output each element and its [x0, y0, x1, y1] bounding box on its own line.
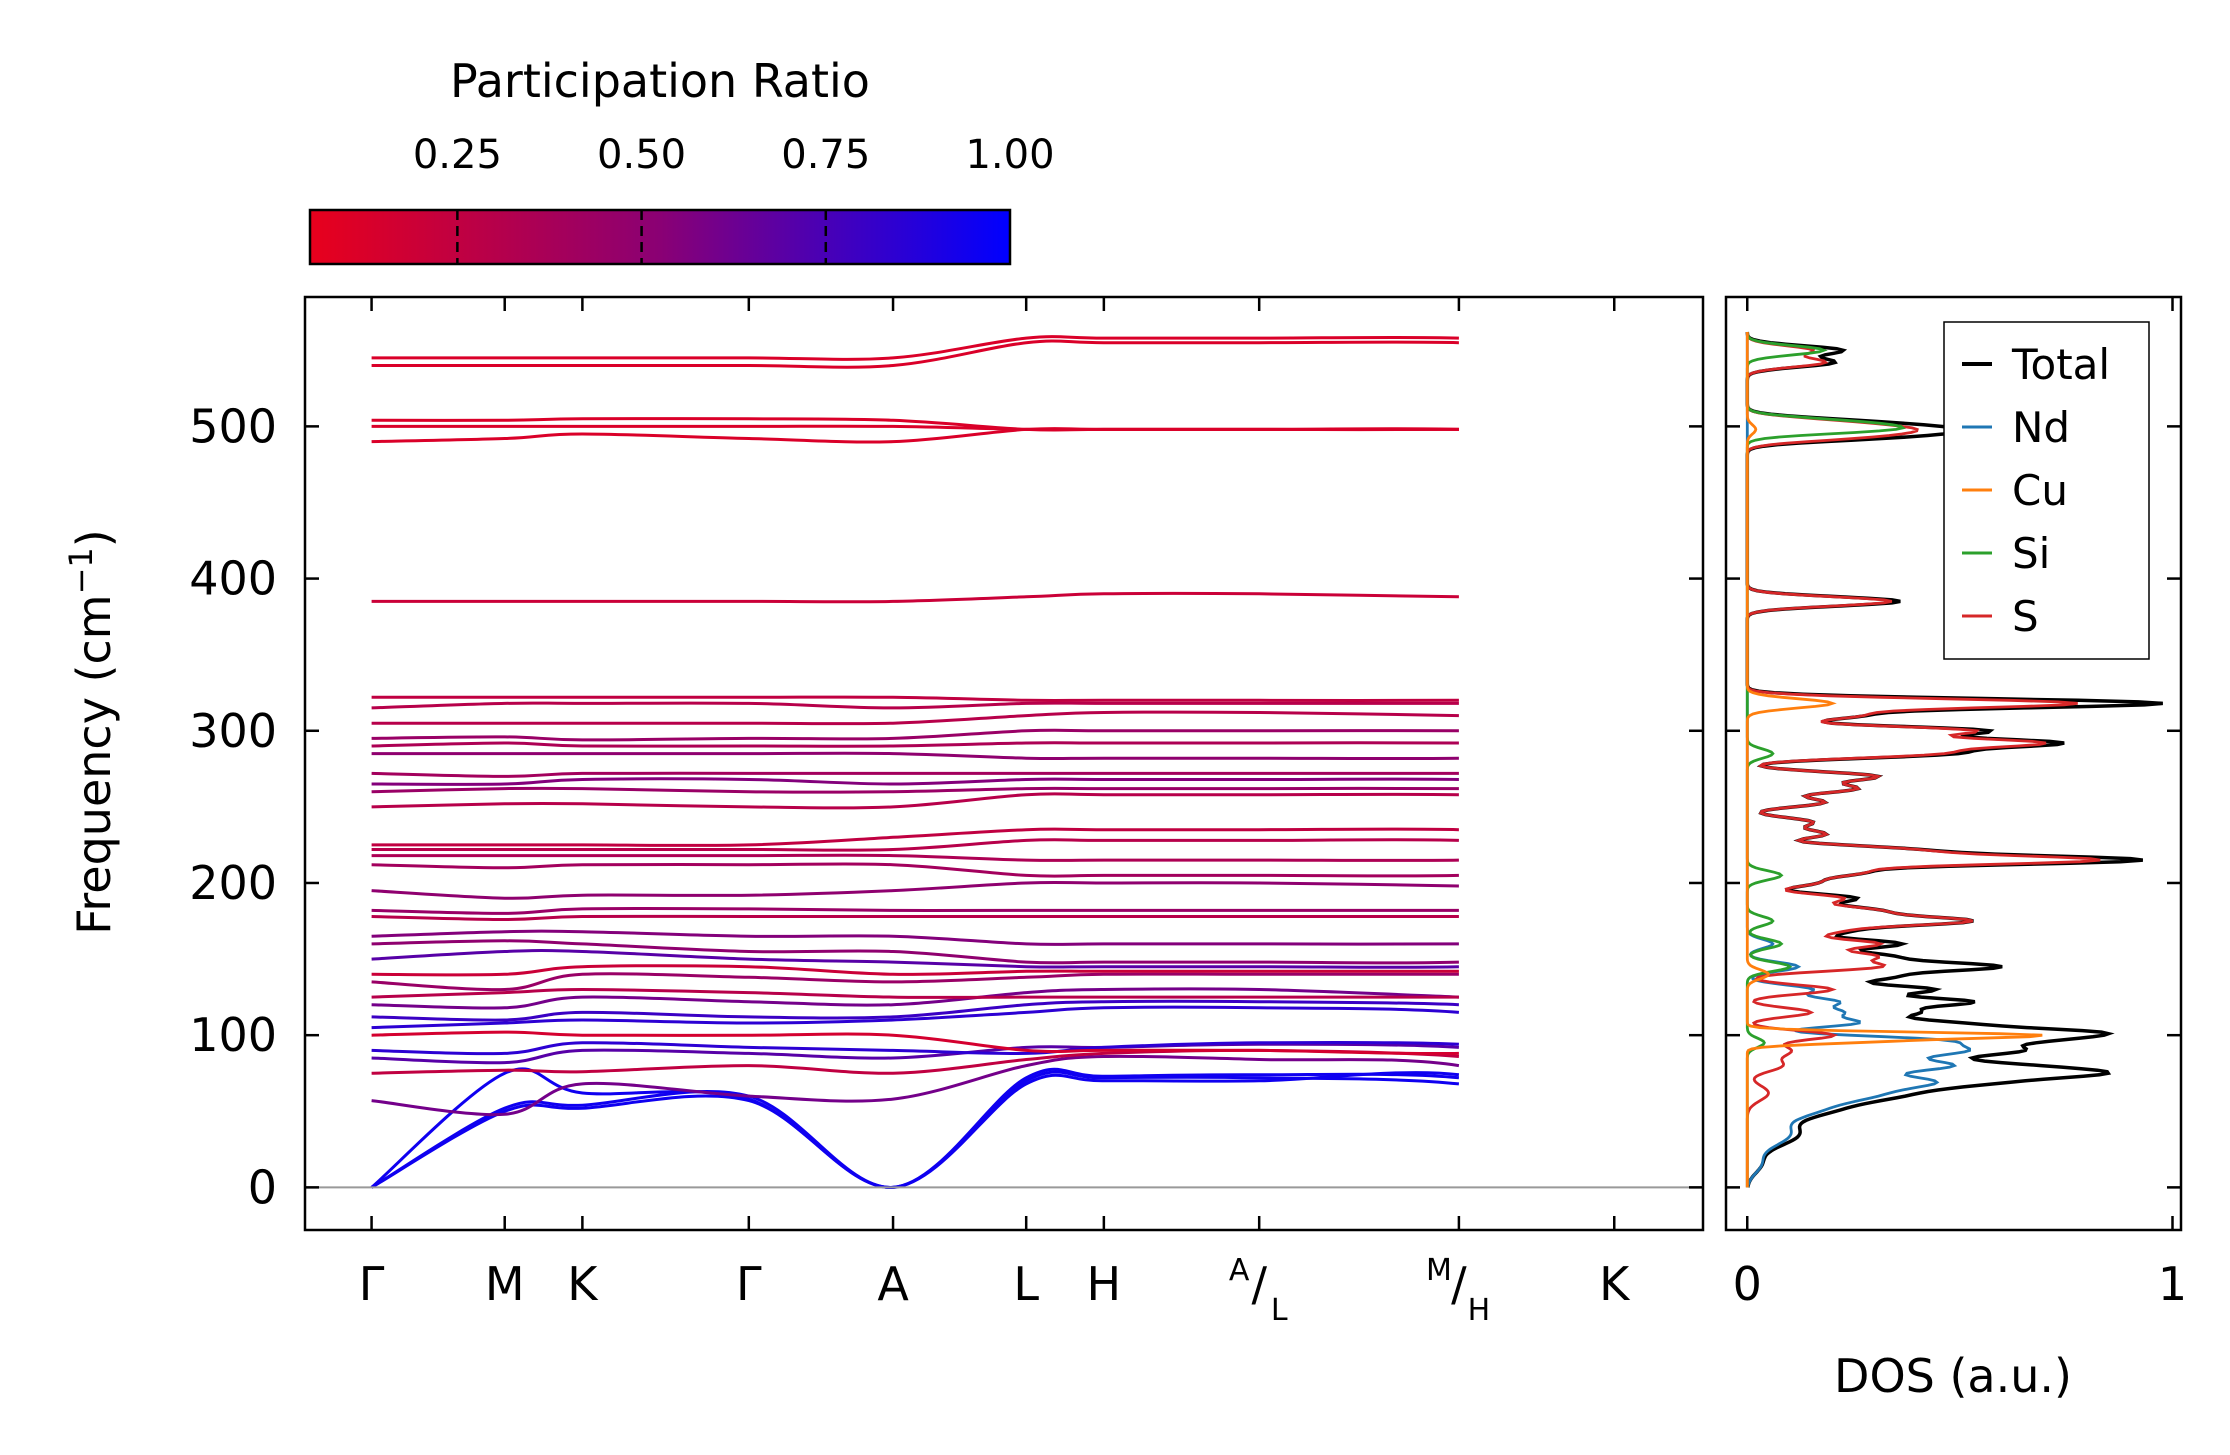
phonon-band: [371, 728, 1459, 742]
dos-curve-cu: [1745, 332, 2043, 1188]
phonon-band: [371, 1054, 1460, 1117]
colorbar: Participation Ratio 0.25 0.50 0.75 1.00: [308, 54, 1055, 266]
y-axis-title-close: ): [67, 529, 121, 547]
q-point-label: K: [567, 1257, 599, 1311]
q-point-label-slash: /: [1451, 1257, 1467, 1311]
colorbar-tick-label: 0.75: [781, 132, 870, 178]
colorbar-title: Participation Ratio: [450, 54, 870, 108]
phonon-bands: [370, 335, 1460, 1189]
dos-x-tick-label: 0: [1733, 1257, 1762, 1311]
q-point-label: M: [485, 1257, 525, 1311]
colorbar-tick-label: 0.50: [597, 132, 686, 178]
q-point-label-top: A: [1229, 1253, 1250, 1288]
q-point-label: H: [1087, 1257, 1122, 1311]
band-q-point-ticks: Γ M K Γ A L H A / LM / H K: [359, 297, 1631, 1328]
phonon-band: [371, 1040, 1459, 1056]
phonon-band: [371, 827, 1459, 847]
q-point-label: K: [1599, 1257, 1631, 1311]
phonon-band: [371, 853, 1459, 862]
dos-curves: [1745, 331, 2163, 1188]
phonon-band: [371, 929, 1459, 946]
colorbar-gradient: [308, 208, 1012, 266]
phonon-band: [371, 792, 1459, 810]
y-axis-title-exp: −1: [62, 547, 100, 594]
phonon-band: [371, 880, 1459, 900]
phonon-band: [371, 701, 1459, 710]
phonon-band: [370, 1070, 1460, 1189]
phonon-band: [371, 987, 1459, 1010]
dos-y-ticks: [1726, 425, 2181, 1189]
y-tick-label: 400: [189, 552, 277, 606]
colorbar-tick-label: 1.00: [965, 132, 1054, 178]
band-axes-frame: [303, 295, 1705, 1232]
y-tick-label: 200: [189, 856, 277, 910]
colorbar-tick-labels: 0.25 0.50 0.75 1.00: [413, 132, 1055, 178]
dos-x-tick-label: 1: [2158, 1257, 2187, 1311]
legend-label-si: Si: [2012, 529, 2050, 578]
dos-axes-frame: [1724, 295, 2183, 1232]
legend-label-total: Total: [2011, 340, 2110, 389]
phonon-band: [371, 838, 1459, 852]
phonon-band: [371, 771, 1459, 778]
phonon-band: [371, 741, 1459, 748]
legend-label-cu: Cu: [2012, 466, 2068, 515]
legend-label-nd: Nd: [2012, 403, 2070, 452]
phonon-band: [371, 987, 1459, 999]
y-axis-title: Frequency (cm−1): [62, 529, 121, 934]
colorbar-tick-label: 0.25: [413, 132, 502, 178]
y-tick-label: 0: [248, 1160, 277, 1214]
legend-label-s: S: [2012, 592, 2039, 641]
phonon-band: [371, 999, 1459, 1022]
q-point-label-bottom: H: [1468, 1293, 1491, 1328]
phonon-band: [371, 906, 1459, 915]
q-point-label: Γ: [736, 1257, 762, 1311]
phonon-band: [371, 591, 1459, 604]
phonon-band: [371, 339, 1459, 369]
phonon-band: [371, 939, 1459, 965]
phonon-band: [371, 1030, 1459, 1056]
phonon-band: [370, 1067, 1460, 1189]
phonon-band: [371, 777, 1459, 786]
q-point-label-top: M: [1426, 1253, 1452, 1288]
q-point-label-slash: /: [1251, 1257, 1267, 1311]
phonon-band: [371, 914, 1459, 922]
phonon-band: [371, 710, 1459, 726]
phonon-band: [370, 1067, 1460, 1189]
q-point-label: Γ: [359, 1257, 385, 1311]
phonon-band: [371, 335, 1459, 361]
phonon-band: [371, 417, 1459, 432]
phonon-band: [371, 972, 1459, 992]
phonon-band: [371, 1005, 1460, 1030]
phonon-band: [371, 1048, 1460, 1075]
phonon-band: [371, 964, 1459, 977]
band-y-ticks: 0 100 200 300 400 500: [189, 399, 1703, 1214]
y-tick-label: 500: [189, 399, 277, 453]
q-point-label: L: [1013, 1257, 1039, 1311]
y-tick-label: 300: [189, 704, 277, 758]
q-point-label: A: [877, 1257, 909, 1311]
y-axis-title-main: Frequency (cm: [67, 594, 121, 934]
dos-x-axis-title: DOS (a.u.): [1834, 1349, 2072, 1403]
dos-legend: Total Nd Cu Si S: [1943, 321, 2150, 660]
phonon-band: [371, 751, 1459, 761]
colorbar-ticks: [456, 210, 828, 264]
q-point-label-bottom: L: [1271, 1293, 1288, 1328]
y-tick-label: 100: [189, 1008, 277, 1062]
phonon-band: [371, 862, 1459, 878]
phonon-band: [371, 949, 1459, 969]
phonon-band: [371, 786, 1459, 794]
phonon-band: [371, 695, 1459, 703]
